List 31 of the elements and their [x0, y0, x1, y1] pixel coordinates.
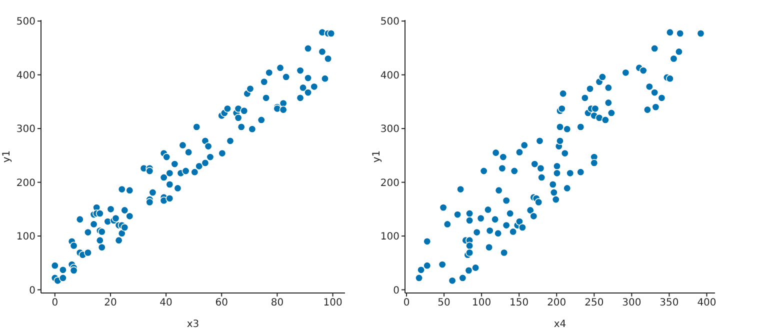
y-axis-title: y1 — [372, 150, 382, 163]
x-tick-label: 100 — [323, 298, 342, 309]
x-tick-label: 60 — [215, 298, 228, 309]
x-tick-label: 150 — [510, 298, 529, 309]
y-tick-label: 100 — [380, 232, 400, 243]
x-tick-label: 400 — [697, 298, 716, 309]
x-tick-label: 300 — [622, 298, 642, 309]
y-tick-label: 200 — [380, 178, 400, 189]
y-tick-label: 400 — [16, 70, 36, 82]
y-tick-label: 300 — [380, 124, 400, 136]
y-tick-label: 0 — [393, 285, 400, 296]
x-tick-label: 0 — [403, 298, 410, 309]
y-tick-label: 300 — [16, 124, 36, 136]
y-axis-title: y1 — [2, 150, 12, 163]
x-tick-label: 350 — [660, 298, 679, 309]
y-tick-label: 0 — [29, 285, 36, 296]
x-tick-label: 40 — [160, 298, 172, 309]
y-tick-label: 500 — [16, 16, 36, 28]
x-axis-title: x3 — [186, 319, 200, 330]
x-tick-label: 200 — [547, 298, 566, 309]
x-tick-label: 100 — [472, 298, 492, 309]
x-tick-label: 20 — [104, 298, 117, 309]
x-tick-label: 0 — [52, 298, 58, 309]
y-tick-label: 200 — [16, 178, 36, 189]
x-tick-label: 80 — [270, 298, 284, 309]
y-tick-label: 100 — [16, 232, 36, 243]
y-tick-label: 400 — [380, 70, 400, 82]
x-axis-title: x4 — [554, 319, 566, 330]
y-tick-label: 500 — [380, 16, 400, 28]
x-tick-label: 250 — [584, 298, 604, 309]
x-tick-label: 50 — [438, 298, 450, 309]
